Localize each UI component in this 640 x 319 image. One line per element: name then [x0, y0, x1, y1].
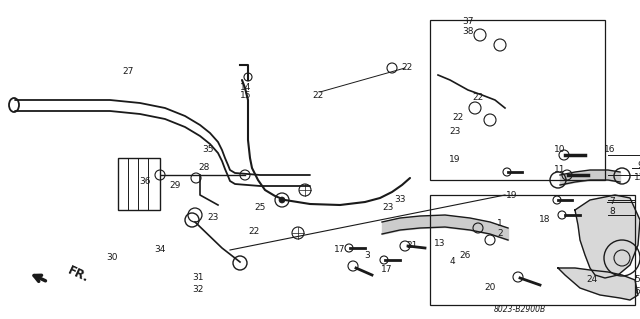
Text: 22: 22 — [452, 113, 463, 122]
Text: 30: 30 — [106, 253, 118, 262]
Text: 37: 37 — [462, 18, 474, 26]
Bar — [430, 20, 605, 180]
Text: 22: 22 — [312, 91, 324, 100]
Text: 24: 24 — [586, 276, 598, 285]
Polygon shape — [575, 195, 640, 278]
Text: 27: 27 — [122, 68, 134, 77]
Bar — [118, 158, 160, 210]
Text: 28: 28 — [198, 164, 210, 173]
Text: 35: 35 — [202, 145, 214, 154]
Text: 25: 25 — [254, 204, 266, 212]
Text: 23: 23 — [449, 128, 461, 137]
Text: 17: 17 — [334, 244, 346, 254]
Text: 12: 12 — [634, 173, 640, 182]
Text: 16: 16 — [604, 145, 616, 154]
Text: 15: 15 — [240, 92, 252, 100]
Text: 14: 14 — [240, 83, 252, 92]
Text: 13: 13 — [435, 240, 445, 249]
Text: 26: 26 — [460, 251, 470, 261]
Text: 6: 6 — [634, 287, 640, 296]
Text: 2: 2 — [497, 228, 503, 238]
Text: 22: 22 — [401, 63, 413, 72]
Text: 22: 22 — [472, 93, 484, 101]
Text: 32: 32 — [192, 285, 204, 293]
Text: 20: 20 — [484, 284, 496, 293]
Text: 31: 31 — [192, 273, 204, 283]
Text: 5: 5 — [634, 276, 640, 285]
Text: 23: 23 — [382, 203, 394, 211]
Text: 1: 1 — [497, 219, 503, 227]
Text: 38: 38 — [462, 27, 474, 36]
Text: 23: 23 — [207, 213, 219, 222]
Text: 29: 29 — [170, 181, 180, 189]
Text: 34: 34 — [154, 246, 166, 255]
Text: 36: 36 — [140, 177, 151, 187]
Text: 9: 9 — [637, 160, 640, 169]
Text: 10: 10 — [554, 145, 566, 154]
Text: 4: 4 — [449, 257, 455, 266]
Text: 33: 33 — [394, 196, 406, 204]
Text: 19: 19 — [506, 191, 518, 201]
Bar — [430, 195, 635, 305]
Text: 21: 21 — [406, 241, 418, 250]
Text: 17: 17 — [381, 264, 393, 273]
Text: 22: 22 — [248, 227, 260, 236]
Text: 7: 7 — [609, 197, 615, 206]
Text: 8: 8 — [609, 207, 615, 217]
Polygon shape — [558, 268, 638, 300]
Text: 11: 11 — [554, 166, 566, 174]
Text: 19: 19 — [449, 154, 461, 164]
Text: 8023-B2900B: 8023-B2900B — [494, 306, 546, 315]
Text: 18: 18 — [540, 214, 551, 224]
Text: 3: 3 — [364, 251, 370, 261]
Text: FR.: FR. — [66, 263, 92, 285]
Circle shape — [279, 197, 285, 203]
